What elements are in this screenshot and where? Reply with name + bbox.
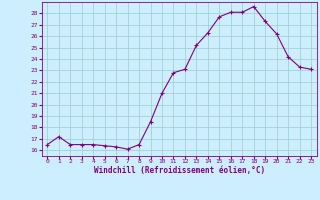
X-axis label: Windchill (Refroidissement éolien,°C): Windchill (Refroidissement éolien,°C) <box>94 166 265 175</box>
